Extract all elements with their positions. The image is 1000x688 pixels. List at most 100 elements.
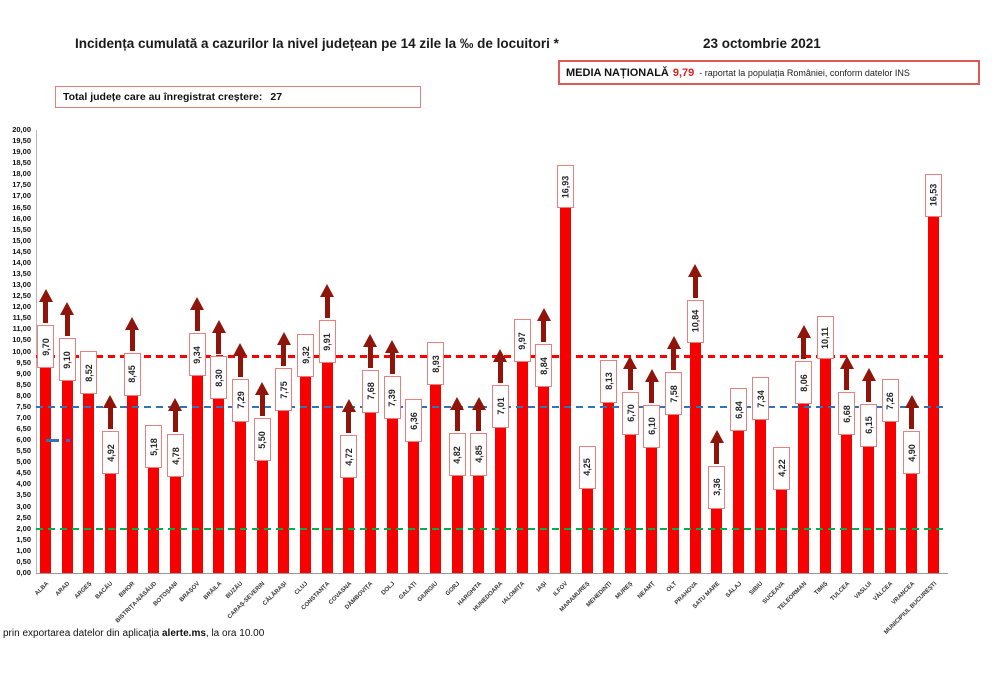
value-label-text: 8,93	[430, 354, 441, 373]
value-label-text: 8,84	[538, 356, 549, 375]
value-label: 9,10	[58, 338, 76, 382]
arrow-head	[125, 316, 140, 330]
arrow-head	[861, 367, 876, 381]
bar-galați	[408, 432, 420, 573]
y-axis-tick-label: 16,00	[12, 213, 31, 223]
arrow-shaft	[909, 408, 915, 430]
arrow-shaft	[541, 321, 547, 343]
arrow-head	[168, 398, 183, 412]
arrow-shaft	[237, 355, 243, 377]
y-axis-tick-label: 1,00	[16, 545, 31, 555]
value-label-text: 9,32	[300, 346, 311, 364]
value-label-text: 6,70	[625, 404, 636, 422]
value-label-text: 4,78	[170, 446, 181, 465]
increase-arrow	[103, 395, 118, 430]
y-axis-tick-label: 13,50	[12, 268, 31, 278]
y-axis-tick-label: 13,00	[12, 280, 31, 290]
value-label: 5,18	[145, 425, 163, 469]
y-axis-tick-label: 0,50	[16, 556, 31, 566]
y-axis-tick-label: 16,50	[12, 202, 31, 212]
y-axis-tick-label: 0,00	[16, 568, 31, 577]
left-blue-marker	[46, 438, 59, 442]
value-label: 7,26	[881, 379, 899, 423]
y-axis-tick-label: 20,00	[12, 125, 31, 134]
increase-arrow	[341, 399, 356, 434]
value-label-text: 9,97	[517, 331, 528, 350]
y-axis-tick-label: 12,00	[12, 302, 31, 312]
bar-caraș-severin	[256, 451, 268, 573]
y-axis-tick-label: 14,50	[12, 246, 31, 256]
total-increase-label: Total județe care au înregistrat creșter…	[63, 91, 263, 103]
bar-covasna	[343, 468, 355, 573]
value-label: 8,06	[795, 361, 813, 405]
arrow-shaft	[714, 442, 720, 464]
arrow-shaft	[844, 369, 850, 391]
y-axis-tick-label: 9,50	[16, 357, 31, 367]
arrow-shaft	[194, 310, 200, 332]
value-label: 10,11	[816, 316, 834, 360]
arrow-shaft	[281, 345, 287, 367]
arrow-shaft	[801, 338, 807, 360]
bar-gorj	[451, 466, 463, 573]
bar-botoșani	[169, 467, 181, 573]
increase-arrow	[904, 395, 919, 430]
arrow-shaft	[692, 276, 698, 298]
increase-arrow	[623, 355, 638, 390]
increase-arrow	[233, 342, 248, 377]
total-increase-value: 27	[270, 91, 283, 103]
y-axis-tick-label: 9,00	[16, 368, 31, 378]
value-label-text: 6,68	[841, 404, 852, 423]
value-label: 4,78	[166, 434, 184, 478]
y-axis-tick-label: 4,50	[16, 468, 31, 478]
arrow-shaft	[172, 411, 178, 433]
y-axis-tick-label: 8,50	[16, 379, 31, 389]
bar-alba	[40, 358, 51, 573]
y-axis-tick-label: 19,00	[12, 147, 31, 157]
increase-arrow	[861, 367, 876, 402]
increase-arrow	[255, 382, 270, 417]
arrow-head	[666, 336, 681, 350]
bar-vrancea	[906, 464, 918, 573]
arrow-shaft	[129, 329, 135, 351]
increase-arrow	[60, 302, 75, 337]
bar-satu-mare	[711, 498, 723, 573]
arrow-shaft	[346, 412, 352, 434]
total-increase-box: Total județe care au înregistrat creșter…	[55, 86, 421, 108]
increase-arrow	[471, 396, 486, 431]
value-label-text: 9,70	[40, 337, 51, 356]
footer-prefix: prin exportarea datelor din aplicația	[3, 628, 162, 639]
increase-arrow	[688, 263, 703, 298]
arrow-head	[644, 368, 659, 382]
y-axis-tick-label: 17,00	[12, 191, 31, 201]
arrow-shaft	[64, 315, 70, 337]
value-label-text: 4,82	[452, 445, 463, 464]
bar-neamț	[646, 437, 658, 573]
reference-line-prag-verde	[36, 527, 948, 531]
y-axis-tick-label: 3,00	[16, 501, 31, 511]
value-label: 8,52	[80, 351, 98, 395]
arrow-shaft	[476, 409, 482, 431]
y-axis-tick-label: 15,50	[12, 224, 31, 234]
value-label: 4,85	[470, 432, 488, 476]
national-average-label: MEDIA NAȚIONALĂ	[566, 66, 669, 79]
arrow-head	[471, 396, 486, 410]
increase-arrow	[493, 348, 508, 383]
bar-harghita	[473, 465, 485, 573]
arrow-head	[623, 355, 638, 369]
value-label-text: 9,34	[192, 345, 203, 364]
arrow-shaft	[454, 410, 460, 432]
bar-sălaj	[733, 421, 745, 573]
value-label-text: 5,50	[257, 430, 268, 449]
y-axis-tick-label: 7,50	[16, 401, 31, 411]
y-axis-tick-label: 6,50	[16, 424, 31, 434]
value-label-text: 8,52	[83, 364, 94, 382]
bar-brașov	[191, 366, 203, 573]
bar-vaslui	[863, 436, 875, 573]
increase-arrow	[536, 308, 551, 343]
arrow-head	[688, 263, 703, 277]
footer-note: prin exportarea datelor din aplicația al…	[3, 628, 264, 639]
value-label: 8,93	[426, 342, 444, 386]
arrow-head	[190, 297, 205, 311]
value-label-text: 7,34	[755, 390, 766, 408]
bar-bacău	[104, 464, 116, 573]
